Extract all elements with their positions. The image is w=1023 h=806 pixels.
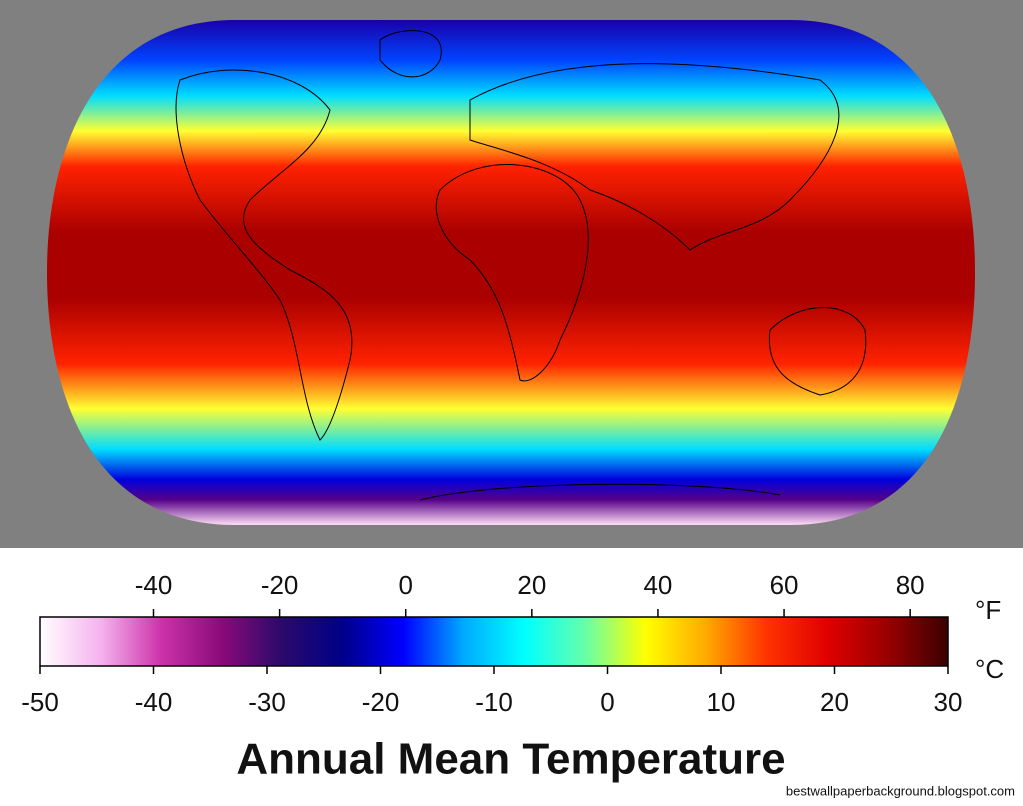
fahrenheit-tick-label: -40 <box>135 570 173 600</box>
world-map <box>47 20 975 525</box>
fahrenheit-tick-label: -20 <box>261 570 299 600</box>
watermark: bestwallpaperbackground.blogspot.com <box>786 783 1015 798</box>
fahrenheit-unit: °F <box>975 595 1001 625</box>
celsius-tick-label: -40 <box>135 687 173 717</box>
celsius-tick-label: -10 <box>475 687 513 717</box>
title: Annual Mean Temperature <box>236 735 785 784</box>
fahrenheit-tick-label: 80 <box>896 570 925 600</box>
colorbar <box>39 616 949 667</box>
celsius-tick-label: 30 <box>934 687 963 717</box>
fahrenheit-tick-label: 20 <box>517 570 546 600</box>
celsius-tick-label: -30 <box>248 687 286 717</box>
celsius-tick-label: 10 <box>707 687 736 717</box>
celsius-tick-label: 0 <box>600 687 614 717</box>
coastlines <box>175 30 867 501</box>
fahrenheit-tick-label: 60 <box>770 570 799 600</box>
fahrenheit-tick-label: 40 <box>643 570 672 600</box>
celsius-unit: °C <box>975 654 1004 684</box>
fahrenheit-tick-label: 0 <box>398 570 412 600</box>
celsius-tick-label: -50 <box>21 687 59 717</box>
celsius-tick-label: -20 <box>362 687 400 717</box>
celsius-tick-label: 20 <box>820 687 849 717</box>
